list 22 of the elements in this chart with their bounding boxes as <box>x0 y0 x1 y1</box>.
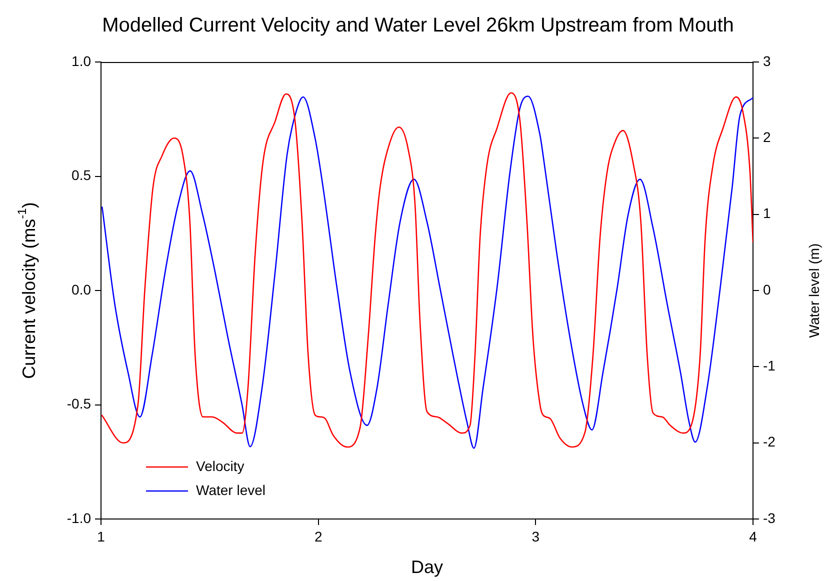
x-tick-label: 1 <box>97 528 106 544</box>
x-tick-label: 4 <box>749 528 758 544</box>
y-tick-label: 0.0 <box>72 281 92 298</box>
x-tick-label: 3 <box>532 528 540 544</box>
y2-axis-title: Water level (m) <box>806 243 822 338</box>
legend-label: Water level <box>196 482 266 498</box>
legend-label: Velocity <box>196 458 244 474</box>
y2-tick-label: 3 <box>763 52 771 69</box>
y2-tick-label: -1 <box>763 358 776 374</box>
y2-tick-label: 0 <box>763 281 771 298</box>
x-tick-label: 2 <box>314 528 322 544</box>
chart-title: Modelled Current Velocity and Water Level 26km Upstream from Mouth <box>102 14 734 37</box>
y2-tick-label: -2 <box>763 434 776 450</box>
y2-tick-label: 2 <box>763 129 771 146</box>
y2-tick-label: -3 <box>763 510 776 526</box>
x-axis-title: Day <box>410 556 444 577</box>
y-tick-label: -0.5 <box>66 396 92 412</box>
y-tick-label: 1.0 <box>72 52 92 69</box>
y-tick-label: -1.0 <box>66 510 92 526</box>
y2-tick-label: 1 <box>763 205 771 222</box>
y-axis-title: Current velocity (ms-1) <box>15 202 39 379</box>
y-tick-label: 0.5 <box>72 167 92 184</box>
